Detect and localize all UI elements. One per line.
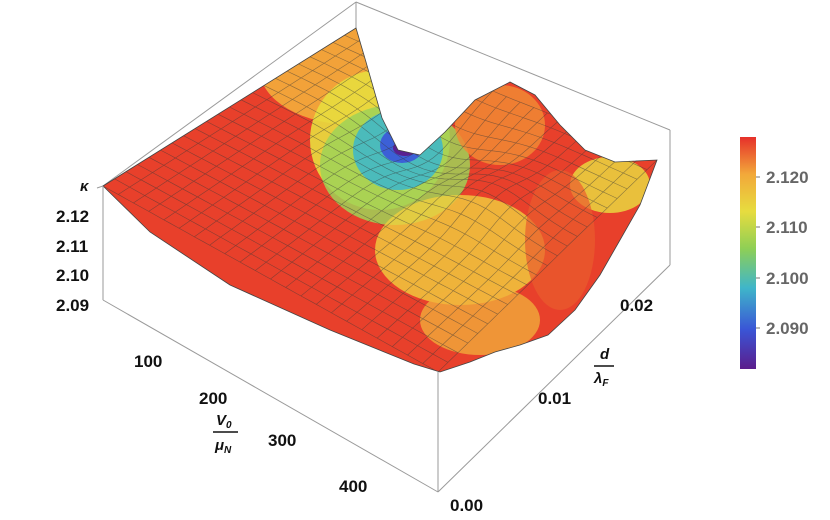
svg-text:d: d: [600, 346, 610, 363]
plot-box-front: [102, 130, 671, 493]
svg-text:V0: V0: [216, 412, 232, 431]
x-tick-label: 200: [199, 389, 227, 408]
z-tick-label: 2.12: [56, 207, 89, 226]
mesh-line: [285, 101, 521, 288]
colorbar-tick-label: 2.100: [766, 269, 809, 288]
x-axis-label: V0 μN: [213, 412, 238, 456]
y-tick-label: 0.02: [620, 296, 653, 315]
x-tick-label: 400: [339, 477, 367, 496]
mesh-line: [229, 106, 548, 266]
mesh-line: [316, 112, 548, 305]
y-tick-label: 0.00: [450, 496, 483, 515]
mesh-line: [361, 129, 589, 330]
mesh-line: [331, 118, 562, 314]
mesh-line: [252, 92, 568, 247]
mesh-line: [346, 123, 576, 322]
z-axis: κ 2.12 2.11 2.10 2.09: [56, 178, 90, 315]
colorbar-tick-label: 2.110: [766, 218, 808, 237]
mesh-line: [376, 135, 603, 339]
mesh-line: [309, 56, 618, 199]
y-axis-label: d λF: [593, 346, 614, 389]
plot-box-back: [96, 1, 671, 189]
z-axis-label: κ: [80, 178, 90, 195]
mesh-line: [437, 159, 657, 372]
mesh-line: [422, 153, 644, 364]
y-axis: 0.00 0.01 0.02 d λF: [450, 296, 653, 515]
mesh-line: [286, 70, 598, 218]
mesh-line: [407, 147, 630, 356]
surface: [102, 27, 658, 373]
colorbar-gradient: [740, 137, 756, 369]
x-tick-label: 100: [134, 352, 162, 371]
mesh-line: [263, 85, 578, 237]
mesh-line: [392, 141, 617, 347]
colorbar-tick-label: 2.090: [766, 319, 809, 338]
z-tick-label: 2.11: [56, 237, 88, 256]
colorbar: 2.120 2.110 2.100 2.090: [740, 137, 809, 369]
svg-text:λF: λF: [593, 370, 609, 389]
colorbar-tick-label: 2.120: [766, 168, 809, 187]
mesh-line: [275, 78, 588, 228]
y-tick-label: 0.01: [538, 389, 571, 408]
x-axis: 100 200 300 400 V0 μN: [134, 352, 367, 496]
svg-text:μN: μN: [214, 437, 232, 456]
mesh-line: [240, 99, 558, 257]
z-tick-label: 2.09: [56, 296, 89, 315]
x-tick-label: 300: [268, 431, 296, 450]
mesh-line: [298, 63, 608, 209]
z-tick-label: 2.10: [56, 266, 89, 285]
mesh-line: [300, 107, 535, 297]
